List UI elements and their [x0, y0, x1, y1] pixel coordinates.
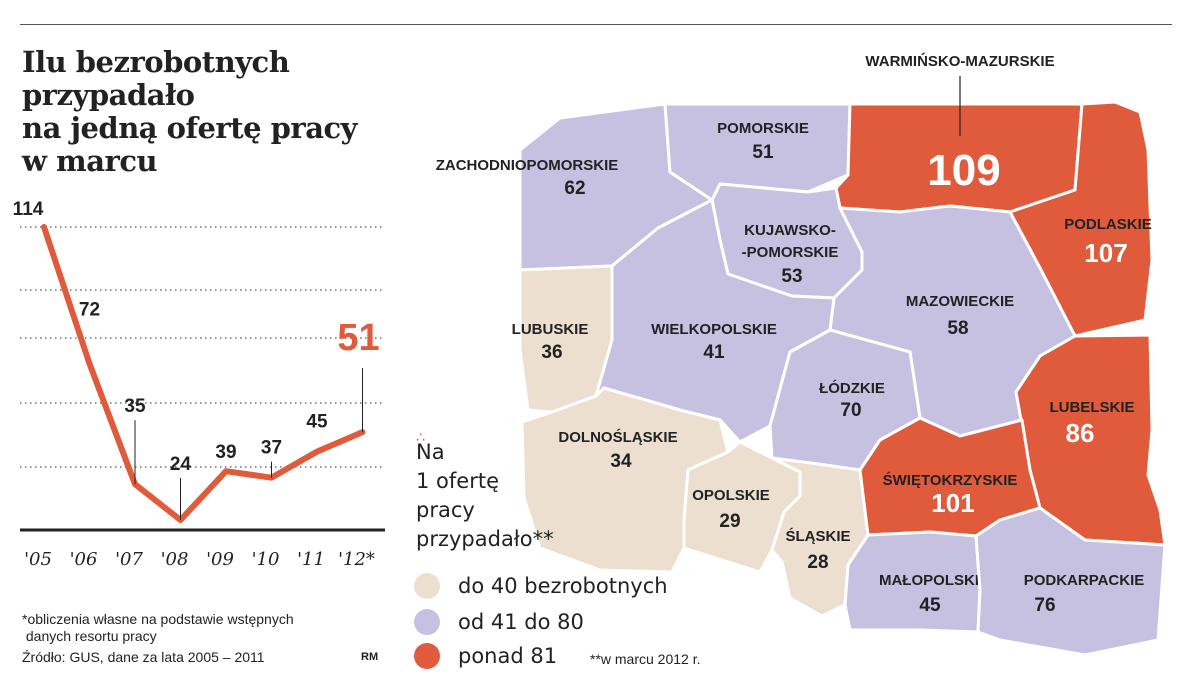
region-10: DOLNOŚLĄSKIE 34 [520, 386, 730, 574]
author-initials: RM [361, 651, 379, 663]
x-tick-label: '12* [338, 549, 375, 570]
region-name: PODKARPACKIE [1024, 572, 1145, 589]
region-value: 109 [927, 146, 1000, 195]
region-shape [974, 506, 1167, 657]
region-1: POMORSKIE 51 [663, 102, 852, 202]
x-tick-label: '05 [24, 549, 52, 570]
series-line [41, 224, 366, 523]
data-label: 39 [215, 442, 236, 463]
region-name: KUJAWSKO- [744, 222, 836, 239]
region-name: -POMORSKIE [742, 244, 839, 261]
region-name: PODLASKIE [1064, 216, 1152, 233]
x-tick-label: '10 [252, 549, 280, 570]
region-value: 36 [541, 342, 562, 363]
region-value: 58 [947, 318, 968, 339]
data-label: 37 [261, 438, 282, 459]
data-label: 114 [13, 199, 44, 220]
region-name: ŚLĄSKIE [785, 527, 850, 545]
region-name: DOLNOŚLĄSKIE [558, 428, 677, 446]
top-rule [20, 24, 1172, 25]
region-14: MAŁOPOLSKIE 45 [843, 530, 989, 634]
region-value: 107 [1084, 238, 1127, 268]
region-value: 41 [703, 342, 725, 363]
region-value: 62 [564, 178, 585, 199]
region-name: ZACHODNIOPOMORSKIE [436, 157, 619, 174]
region-value: 45 [919, 595, 941, 616]
legend-swatch-mid [414, 609, 440, 635]
footnote-march: **w marcu 2012 r. [590, 651, 701, 667]
data-label: 51 [337, 317, 379, 359]
region-shape [843, 530, 982, 634]
x-tick-label: '07 [115, 549, 143, 570]
region-value: 76 [1034, 595, 1055, 616]
region-name: LUBUSKIE [512, 321, 589, 338]
region-value: 34 [610, 451, 632, 472]
legend-swatch-high [414, 643, 440, 669]
region-4: KUJAWSKO- -POMORSKIE 53 [710, 182, 864, 300]
legend-question: ∴ Na 1 ofertę pracy przypadało** [416, 430, 586, 554]
region-8: ŁÓDZKIE 70 [768, 328, 922, 472]
chart-title: Ilu bezrobotnych przypadało na jedną ofe… [22, 45, 358, 178]
region-value: 86 [1066, 418, 1095, 448]
legend-item-high: ponad 81 [414, 641, 557, 671]
data-label: 72 [79, 300, 100, 321]
data-label: 45 [306, 412, 328, 433]
region-value: 29 [719, 511, 740, 532]
legend-item-low: do 40 bezrobotnych [414, 571, 668, 601]
region-value: 53 [781, 266, 802, 287]
region-name: WARMIŃSKO-MAZURSKIE [865, 53, 1054, 70]
x-tick-label: '11 [297, 549, 325, 570]
x-tick-label: '09 [206, 549, 234, 570]
region-11: OPOLSKIE 29 [682, 440, 802, 574]
line-chart: 114 72 35 24 39 37 45 51 '05 '06 '07 '08 '09 '10 '11 '1… [13, 199, 385, 570]
region-2: WARMIŃSKO-MAZURSKIE 109 [834, 53, 1084, 214]
region-9: LUBELSKIE 86 [1014, 333, 1167, 547]
x-tick-label: '08 [161, 549, 189, 570]
region-name: OPOLSKIE [692, 487, 770, 504]
region-name: MAZOWIECKIE [906, 293, 1014, 310]
legend-swatch-low [414, 573, 440, 599]
region-name: ŁÓDZKIE [819, 379, 885, 397]
region-value: 101 [931, 488, 974, 518]
region-name: MAŁOPOLSKIE [879, 572, 989, 589]
x-tick-label: '06 [70, 549, 98, 570]
region-value: 51 [752, 142, 774, 163]
region-15: PODKARPACKIE 76 [974, 506, 1167, 657]
region-value: 28 [807, 552, 828, 573]
footnote-source: Źródło: GUS, dane za lata 2005 – 2011 [22, 649, 265, 665]
footnote-methodology: *obliczenia własne na podstawie wstępnyc… [22, 611, 294, 644]
legend-item-mid: od 41 do 80 [414, 607, 584, 637]
legend-dots-icon: ∴ [416, 430, 426, 446]
data-label: 35 [124, 396, 146, 417]
region-name: LUBELSKIE [1049, 399, 1134, 416]
region-value: 70 [840, 400, 861, 421]
data-label: 24 [170, 454, 192, 475]
region-name: POMORSKIE [717, 120, 809, 137]
region-name: ŚWIĘTOKRZYSKIE [883, 471, 1018, 489]
region-name: WIELKOPOLSKIE [651, 321, 777, 338]
